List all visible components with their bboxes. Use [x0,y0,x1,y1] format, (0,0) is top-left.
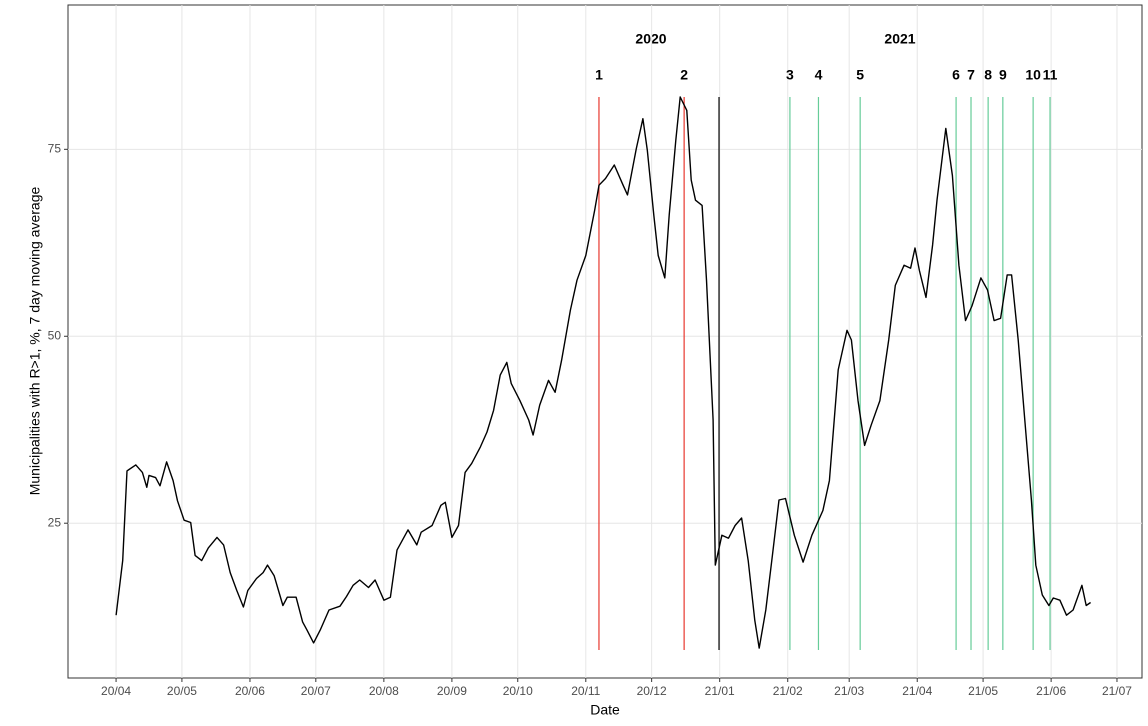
y-tick-label: 25 [48,515,62,529]
x-tick-label: 21/03 [834,684,864,698]
year-label: 2020 [635,31,666,47]
plot-panel [67,4,1143,679]
x-tick-label: 21/05 [968,684,998,698]
data-line [115,96,1091,649]
x-tick-label: 21/07 [1102,684,1132,698]
x-tick-label: 21/06 [1036,684,1066,698]
x-tick-label: 20/06 [235,684,265,698]
y-tick-label: 75 [48,141,62,155]
event-label: 1 [595,67,603,83]
x-tick-label: 20/05 [167,684,197,698]
event-label: 11 [1043,67,1058,83]
event-label: 3 [786,67,794,83]
event-label: 8 [984,67,992,83]
event-label: 4 [815,67,823,83]
event-label: 6 [952,67,960,83]
x-tick-label: 20/10 [503,684,533,698]
x-tick-label: 20/08 [369,684,399,698]
event-label: 9 [999,67,1007,83]
event-label: 7 [967,67,975,83]
event-label: 5 [856,67,864,83]
event-label: 2 [680,67,688,83]
x-axis-title: Date [590,702,620,718]
x-tick-label: 21/01 [705,684,735,698]
x-tick-label: 20/12 [637,684,667,698]
event-label: 10 [1025,67,1041,83]
x-tick-label: 20/07 [301,684,331,698]
y-tick-label: 50 [48,328,62,342]
x-tick-label: 21/02 [773,684,803,698]
y-axis-title: Municipalities with R>1, %, 7 day moving… [27,187,43,496]
x-tick-label: 21/04 [902,684,932,698]
x-tick-label: 20/11 [571,684,600,698]
x-tick-label: 20/04 [101,684,131,698]
year-label: 2021 [884,31,915,47]
x-tick-label: 20/09 [437,684,467,698]
